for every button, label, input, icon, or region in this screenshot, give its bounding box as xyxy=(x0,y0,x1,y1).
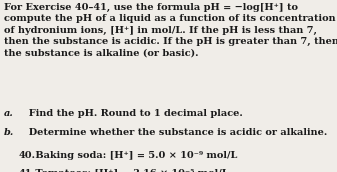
Text: Tomatoes: [H⁺] = 3.16 × 10⁻⁵ mol/L: Tomatoes: [H⁺] = 3.16 × 10⁻⁵ mol/L xyxy=(32,169,228,172)
Text: Determine whether the substance is acidic or alkaline.: Determine whether the substance is acidi… xyxy=(22,128,327,137)
Text: Find the pH. Round to 1 decimal place.: Find the pH. Round to 1 decimal place. xyxy=(22,109,243,118)
Text: 41.: 41. xyxy=(19,169,35,172)
Text: b.: b. xyxy=(4,128,14,137)
Text: For Exercise 40–41, use the formula pH = −log[H⁺] to
compute the pH of a liquid : For Exercise 40–41, use the formula pH =… xyxy=(4,3,337,57)
Text: Baking soda: [H⁺] = 5.0 × 10⁻⁹ mol/L: Baking soda: [H⁺] = 5.0 × 10⁻⁹ mol/L xyxy=(32,150,237,159)
Text: 40.: 40. xyxy=(19,150,35,159)
Text: a.: a. xyxy=(4,109,14,118)
